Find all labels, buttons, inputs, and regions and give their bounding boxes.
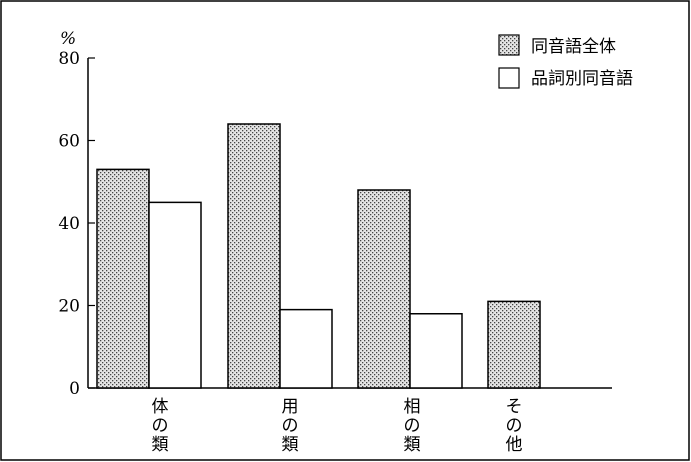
bar-series-0-cat-3 bbox=[487, 300, 541, 389]
x-category-label: 相の類 bbox=[404, 397, 421, 455]
bar-series-0-cat-2 bbox=[357, 189, 411, 389]
legend-label-series-1: 品詞別同音語 bbox=[531, 69, 633, 89]
bars bbox=[96, 123, 541, 389]
legend-swatch-series-1 bbox=[498, 67, 520, 89]
legend-swatch-series-0 bbox=[498, 34, 520, 56]
y-ticks: 0 20 40 60 80 bbox=[58, 49, 95, 399]
y-unit-label: % bbox=[60, 29, 76, 49]
x-category-label: 体の類 bbox=[152, 397, 169, 455]
y-tick-label: 40 bbox=[58, 214, 80, 234]
y-tick-label: 60 bbox=[58, 132, 80, 152]
y-tick-label: 20 bbox=[58, 297, 80, 317]
legend: 同音語全体 品詞別同音語 bbox=[498, 34, 633, 89]
bar-series-1-cat-1 bbox=[279, 308, 333, 389]
bar-series-1-cat-2 bbox=[409, 313, 463, 389]
bar-series-0-cat-0 bbox=[96, 168, 150, 389]
x-categories: 体の類 用の類 相の類 その他 bbox=[152, 397, 523, 455]
y-tick-label: 0 bbox=[69, 379, 80, 399]
legend-label-series-0: 同音語全体 bbox=[531, 37, 616, 57]
x-category-label: 用の類 bbox=[282, 397, 299, 455]
bar-series-1-cat-0 bbox=[148, 201, 202, 389]
y-tick-label: 80 bbox=[58, 49, 80, 69]
x-category-label: その他 bbox=[506, 397, 523, 455]
bar-series-0-cat-1 bbox=[227, 123, 281, 389]
